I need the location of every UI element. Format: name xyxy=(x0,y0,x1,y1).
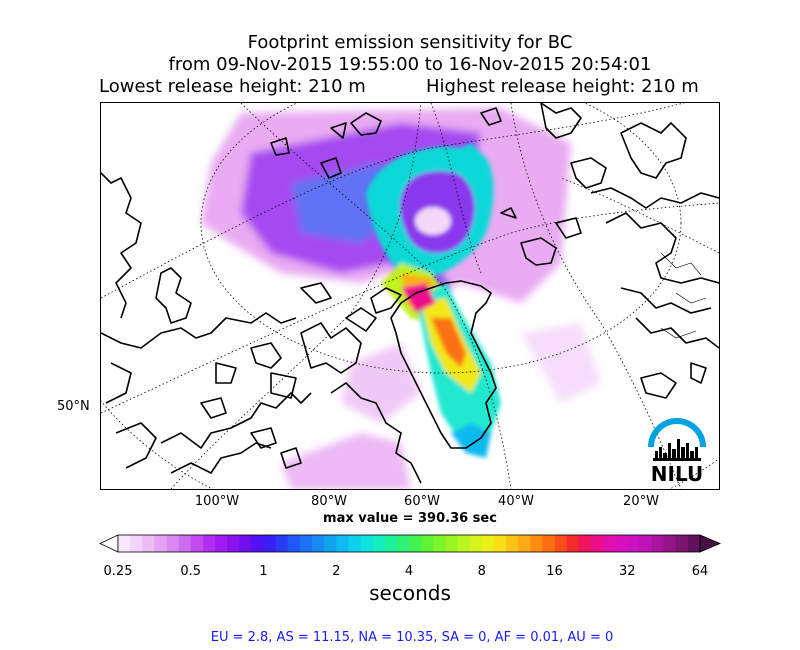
colorbar-tick: 64 xyxy=(691,564,709,579)
colorbar-swatch xyxy=(639,535,652,552)
colorbar-swatch xyxy=(215,535,228,552)
colorbar-tick: 1 xyxy=(259,564,268,579)
colorbar-swatch xyxy=(275,535,289,552)
colorbar-under-arrow xyxy=(99,534,119,553)
colorbar-swatch xyxy=(687,535,701,552)
region-summary: EU = 2.8, AS = 11.15, NA = 10.35, SA = 0… xyxy=(210,630,614,645)
lon-label-80w: 80°W xyxy=(311,494,347,509)
colorbar-frame xyxy=(117,534,701,553)
colorbar-swatch xyxy=(481,535,495,552)
highest-release-height: Highest release height: 210 m xyxy=(426,76,699,97)
colorbar-swatch xyxy=(627,535,640,552)
footprint-map: NILU xyxy=(100,102,720,490)
colorbar-swatch xyxy=(202,535,216,552)
title-line-1: Footprint emission sensitivity for BC xyxy=(247,32,573,53)
title-line-2: from 09-Nov-2015 19:55:00 to 16-Nov-2015… xyxy=(168,54,652,75)
colorbar-swatch xyxy=(312,535,325,552)
colorbar-swatch xyxy=(360,535,374,552)
max-value: max value = 390.36 sec xyxy=(323,511,497,526)
lon-label-20w: 20°W xyxy=(623,494,659,509)
colorbar xyxy=(96,532,726,560)
colorbar-swatch xyxy=(154,535,167,552)
coastlines xyxy=(101,103,719,484)
colorbar-tick: 2 xyxy=(332,564,341,579)
colorbar-swatch xyxy=(493,535,507,552)
nilu-logo: NILU xyxy=(645,413,709,486)
colorbar-swatch xyxy=(384,535,398,552)
colorbar-swatch xyxy=(421,535,434,552)
map-canvas xyxy=(101,103,719,489)
colorbar-swatch xyxy=(506,535,519,552)
colorbar-swatch xyxy=(603,535,616,552)
colorbar-tick: 0.25 xyxy=(103,564,133,579)
lon-label-60w: 60°W xyxy=(404,494,440,509)
colorbar-swatch xyxy=(251,535,264,552)
colorbar-swatch xyxy=(118,535,131,552)
colorbar-swatch xyxy=(372,535,386,552)
colorbar-swatch xyxy=(299,535,313,552)
colorbar-swatch xyxy=(651,535,665,552)
colorbar-tick: 8 xyxy=(477,564,486,579)
colorbar-swatch xyxy=(663,535,677,552)
colorbar-tick: 32 xyxy=(618,564,636,579)
colorbar-swatch xyxy=(142,535,155,552)
nilu-logo-text: NILU xyxy=(651,462,703,485)
colorbar-tick: 4 xyxy=(404,564,414,579)
colorbar-swatch xyxy=(542,535,555,552)
lowest-release-height: Lowest release height: 210 m xyxy=(99,76,366,97)
graticule xyxy=(101,103,719,489)
colorbar-swatch xyxy=(190,535,204,552)
colorbar-swatch xyxy=(675,535,689,552)
colorbar-swatch xyxy=(166,535,180,552)
colorbar-swatch xyxy=(566,535,580,552)
lat-label-50n: 50°N xyxy=(57,399,90,414)
lon-label-100w: 100°W xyxy=(194,494,240,509)
colorbar-swatch xyxy=(178,535,192,552)
colorbar-swatch xyxy=(590,535,604,552)
sensitivity-field xyxy=(201,108,601,489)
colorbar-tick: 16 xyxy=(546,564,563,579)
colorbar-swatch xyxy=(433,535,446,552)
colorbar-swatch xyxy=(287,535,301,552)
colorbar-swatch xyxy=(530,535,543,552)
colorbar-swatch xyxy=(457,535,471,552)
colorbar-label: seconds xyxy=(369,581,451,605)
colorbar-swatch xyxy=(615,535,628,552)
lon-label-40w: 40°W xyxy=(498,494,534,509)
colorbar-tick: 0.5 xyxy=(180,564,202,579)
colorbar-over-arrow xyxy=(699,534,722,553)
colorbar-swatches xyxy=(99,534,722,553)
colorbar-swatch xyxy=(554,535,568,552)
colorbar-swatch xyxy=(348,535,361,552)
colorbar-swatch xyxy=(263,535,277,552)
nilu-logo-mark: NILU xyxy=(648,418,706,486)
country-borders xyxy=(660,252,707,339)
colorbar-swatch xyxy=(578,535,592,552)
colorbar-swatch xyxy=(409,535,422,552)
colorbar-swatch xyxy=(518,535,531,552)
colorbar-swatch xyxy=(130,535,143,552)
colorbar-swatch xyxy=(396,535,410,552)
colorbar-swatch xyxy=(239,535,252,552)
colorbar-swatch xyxy=(469,535,483,552)
colorbar-swatch xyxy=(445,535,458,552)
colorbar-swatch xyxy=(227,535,240,552)
colorbar-swatch xyxy=(336,535,349,552)
colorbar-swatch xyxy=(324,535,337,552)
